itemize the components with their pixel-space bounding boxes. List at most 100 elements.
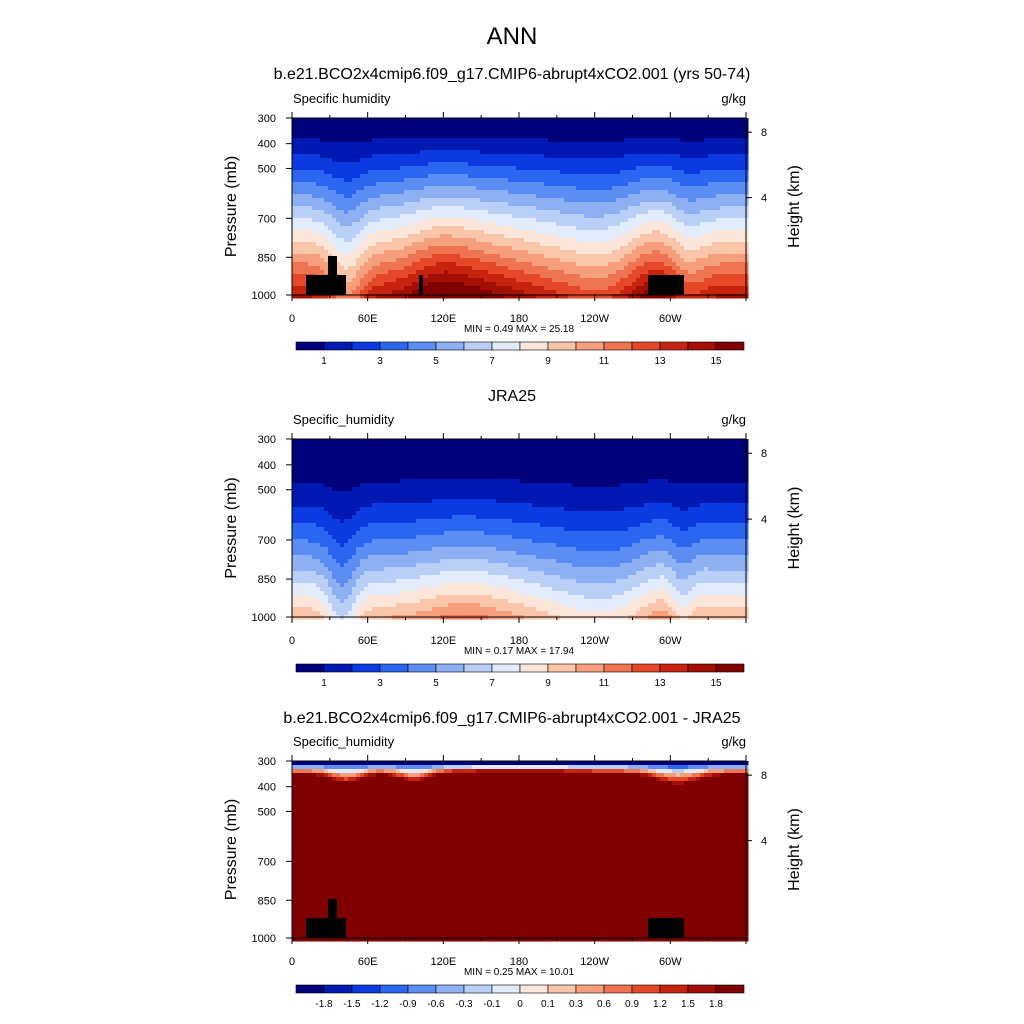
heatmap-cell xyxy=(604,222,609,227)
heatmap-cell xyxy=(380,146,385,151)
heatmap-cell xyxy=(400,278,405,283)
heatmap-cell xyxy=(728,210,733,215)
heatmap-cell xyxy=(524,246,529,251)
heatmap-cell xyxy=(728,198,733,203)
heatmap-cell xyxy=(456,142,461,147)
heatmap-cell xyxy=(328,174,333,179)
heatmap-cell xyxy=(660,210,665,215)
heatmap-cell xyxy=(316,134,321,139)
heatmap-cell xyxy=(708,158,713,163)
heatmap-cell xyxy=(672,186,677,191)
heatmap-cell xyxy=(648,170,653,175)
heatmap-cell xyxy=(656,142,661,147)
heatmap-cell xyxy=(648,210,653,215)
heatmap-cell xyxy=(648,146,653,151)
heatmap-cell xyxy=(396,222,401,227)
heatmap-cell xyxy=(540,278,545,283)
heatmap-cell xyxy=(584,294,589,299)
heatmap-cell xyxy=(372,142,377,147)
heatmap-cell xyxy=(584,166,589,171)
heatmap-cell xyxy=(568,170,573,175)
heatmap-cell xyxy=(496,190,501,195)
heatmap-cell xyxy=(456,222,461,227)
heatmap-cell xyxy=(712,134,717,139)
heatmap-cell xyxy=(552,270,557,275)
heatmap-cell xyxy=(456,286,461,291)
heatmap-cell xyxy=(424,230,429,235)
heatmap-cell xyxy=(540,162,545,167)
heatmap-cell xyxy=(472,238,477,243)
heatmap-cell xyxy=(652,166,657,171)
heatmap-cell xyxy=(356,242,361,247)
heatmap-cell xyxy=(380,250,385,255)
heatmap-cell xyxy=(668,262,673,267)
heatmap-cell xyxy=(648,270,653,275)
heatmap-cell xyxy=(660,146,665,151)
heatmap-cell xyxy=(668,218,673,223)
heatmap-cell xyxy=(340,234,345,239)
heatmap-cell xyxy=(700,270,705,275)
heatmap-cell xyxy=(520,126,525,131)
heatmap-cell xyxy=(488,190,493,195)
heatmap-cell xyxy=(308,194,313,199)
heatmap-cell xyxy=(324,210,329,215)
heatmap-cell xyxy=(400,242,405,247)
heatmap-cell xyxy=(628,178,633,183)
heatmap-cell xyxy=(636,230,641,235)
heatmap-cell xyxy=(460,218,465,223)
heatmap-cell xyxy=(324,186,329,191)
heatmap-cell xyxy=(320,138,325,143)
heatmap-cell xyxy=(524,178,529,183)
heatmap-cell xyxy=(684,198,689,203)
heatmap-cell xyxy=(724,290,729,295)
heatmap-cell xyxy=(592,154,597,159)
heatmap-cell xyxy=(716,242,721,247)
heatmap-cell xyxy=(492,118,497,123)
heatmap-cell xyxy=(688,238,693,243)
heatmap-cell xyxy=(664,138,669,143)
heatmap-cell xyxy=(484,278,489,283)
heatmap-cell xyxy=(528,202,533,207)
heatmap-cell xyxy=(352,242,357,247)
heatmap-cell xyxy=(524,166,529,171)
heatmap-cell xyxy=(496,138,501,143)
heatmap-cell xyxy=(348,206,353,211)
heatmap-cell xyxy=(344,138,349,143)
heatmap-cell xyxy=(404,286,409,291)
heatmap-cell xyxy=(648,250,653,255)
heatmap-cell xyxy=(496,230,501,235)
heatmap-cell xyxy=(364,130,369,135)
heatmap-cell xyxy=(432,290,437,295)
heatmap-cell xyxy=(352,126,357,131)
heatmap-cell xyxy=(508,174,513,179)
heatmap-cell xyxy=(552,174,557,179)
heatmap-cell xyxy=(440,254,445,259)
heatmap-cell xyxy=(552,178,557,183)
heatmap-cell xyxy=(700,278,705,283)
heatmap-cell xyxy=(632,258,637,263)
heatmap-cell xyxy=(304,262,309,267)
heatmap-cell xyxy=(728,142,733,147)
heatmap-cell xyxy=(424,198,429,203)
heatmap-cell xyxy=(432,162,437,167)
heatmap-cell xyxy=(684,182,689,187)
heatmap-cell xyxy=(456,210,461,215)
heatmap-cell xyxy=(668,118,673,123)
heatmap-cell xyxy=(680,214,685,219)
heatmap-cell xyxy=(472,290,477,295)
heatmap-cell xyxy=(436,278,441,283)
heatmap-cell xyxy=(428,274,433,279)
heatmap-cell xyxy=(396,294,401,299)
heatmap-cell xyxy=(332,118,337,123)
heatmap-cell xyxy=(304,222,309,227)
heatmap-cell xyxy=(444,126,449,131)
heatmap-cell xyxy=(436,222,441,227)
heatmap-cell xyxy=(484,230,489,235)
heatmap-cell xyxy=(656,150,661,155)
heatmap-cell xyxy=(380,178,385,183)
heatmap-cell xyxy=(700,126,705,131)
heatmap-cell xyxy=(396,158,401,163)
heatmap-cell xyxy=(716,286,721,291)
heatmap-cell xyxy=(444,142,449,147)
heatmap-cell xyxy=(344,142,349,147)
